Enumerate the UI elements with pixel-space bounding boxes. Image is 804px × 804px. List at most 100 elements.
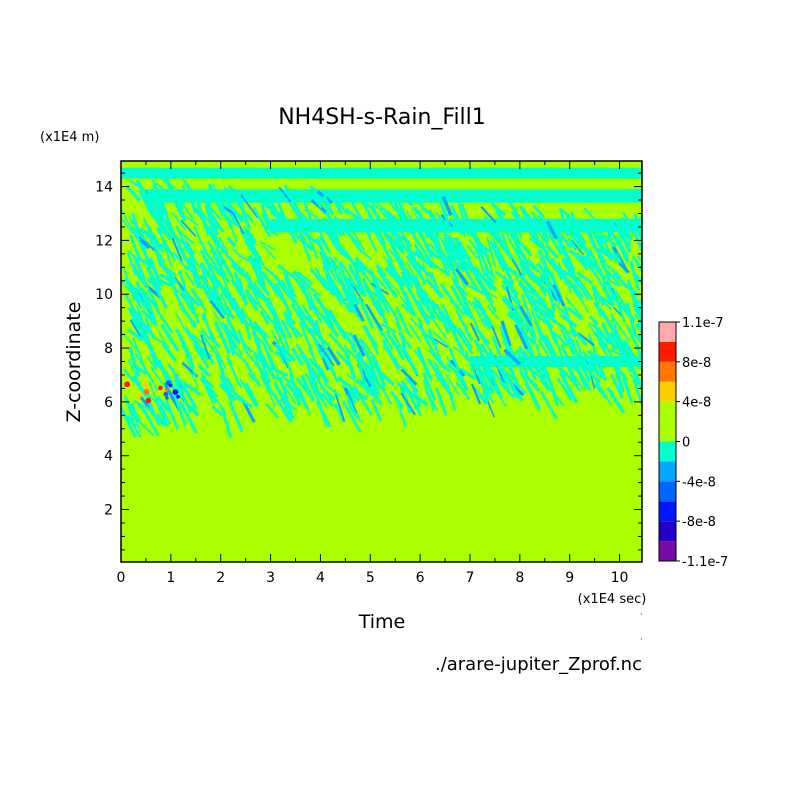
field-streak [178, 379, 199, 410]
field-blob [165, 396, 169, 400]
field-streak [491, 325, 502, 349]
field-streak [594, 352, 609, 364]
field-streak [127, 328, 145, 342]
field-streak [201, 328, 211, 341]
field-streak [272, 273, 291, 299]
field-streak [355, 208, 372, 237]
field-streak [434, 338, 448, 348]
field-streak [533, 320, 552, 349]
dot-mark: · [640, 635, 643, 644]
field-streak [634, 314, 642, 327]
field-streak [246, 295, 259, 312]
x-tick-label: 3 [266, 570, 275, 586]
field-streak [615, 290, 628, 310]
field-streak [219, 203, 233, 229]
field-streak [131, 375, 147, 397]
field-streak [545, 279, 556, 313]
field-streak [503, 348, 522, 366]
field-streak [567, 237, 578, 252]
field-streak [459, 261, 479, 291]
x-unit-label: (x1E4 sec) [578, 592, 647, 607]
field-streak [477, 393, 489, 405]
field-streak [125, 414, 137, 427]
field-streak [439, 237, 456, 261]
field-streak [429, 217, 442, 248]
field-streak [403, 267, 419, 288]
field-streak [178, 400, 198, 434]
field-streak [640, 216, 642, 221]
field-streak [299, 322, 312, 348]
field-streak [303, 208, 318, 219]
field-streak [584, 254, 601, 274]
field-streak [620, 342, 632, 373]
field-streak [607, 270, 622, 287]
field-streak [199, 263, 211, 290]
field-streak [528, 293, 546, 309]
field-streak [361, 339, 378, 362]
field-streak [583, 207, 596, 220]
colorbar-label: 0 [682, 436, 690, 451]
colorbar-cell [659, 481, 676, 502]
field-streak [379, 322, 397, 334]
field-streak [258, 326, 270, 339]
field-streak [302, 197, 316, 231]
field-streak [270, 365, 289, 378]
field-streak [404, 291, 416, 315]
field-streak [185, 292, 201, 308]
field-streak [374, 299, 389, 326]
field-streak [376, 277, 388, 290]
field-streak [635, 322, 642, 335]
field-streak [215, 247, 234, 279]
field-blob [143, 388, 150, 395]
field-streak [200, 313, 217, 343]
field-streak [386, 302, 403, 330]
field-streak [576, 359, 591, 380]
field-streak [328, 332, 346, 353]
field-streak [130, 403, 141, 423]
field-streak [187, 404, 200, 417]
field-streak [600, 322, 617, 351]
field-streak [365, 288, 383, 300]
field-streak [367, 219, 382, 234]
field-streak [583, 225, 595, 245]
field-streak [432, 330, 451, 349]
field-streak [132, 255, 147, 281]
field-streak [155, 395, 172, 413]
field-streak [184, 326, 202, 349]
field-streak [442, 287, 458, 307]
field-streak [244, 241, 257, 257]
field-streak [575, 339, 587, 372]
field-streak [406, 390, 423, 416]
field-streak [584, 260, 598, 277]
field-streak [299, 374, 315, 402]
field-streak [597, 254, 611, 280]
field-streak [127, 307, 141, 328]
field-streak [357, 247, 373, 261]
field-streak [631, 272, 642, 286]
field-streak [519, 305, 533, 327]
field-streak [478, 366, 493, 394]
field-streak [438, 309, 454, 332]
field-blob [135, 393, 142, 399]
field-streak [406, 210, 422, 238]
field-streak [540, 390, 558, 420]
field-streak [159, 273, 176, 285]
field-streak [158, 261, 179, 285]
dot-mark: · [640, 610, 643, 619]
field-streak [175, 225, 188, 252]
field-streak [428, 213, 445, 232]
field-streak [199, 330, 217, 354]
field-streak [240, 307, 252, 341]
field-streak [149, 173, 164, 201]
field-streak [534, 313, 554, 329]
field-streak [397, 235, 412, 257]
field-streak [374, 232, 394, 263]
field-streak [372, 301, 386, 314]
field-streak [348, 302, 363, 323]
field-streak [231, 211, 245, 235]
field-streak [183, 245, 202, 269]
field-streak [261, 271, 281, 298]
field-streak [145, 265, 162, 292]
field-streak [233, 349, 249, 366]
field-streak [549, 356, 568, 377]
